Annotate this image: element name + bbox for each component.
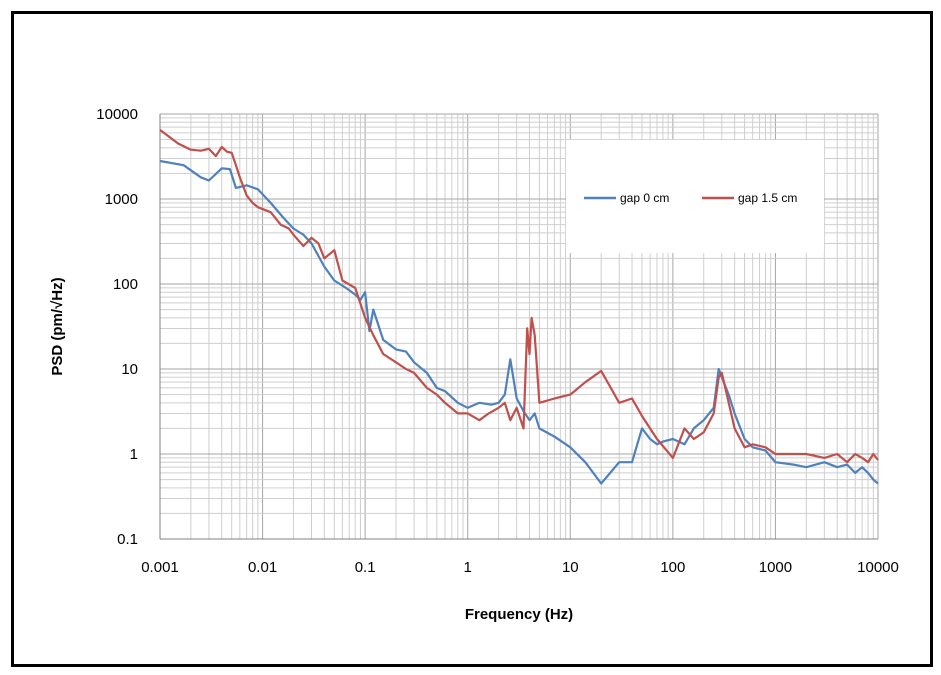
y-tick-label: 10 [121,361,138,378]
y-tick-label: 0.1 [117,531,138,548]
series-line-gap-1-5-cm [159,129,879,464]
x-axis-title: Frequency (Hz) [465,606,573,623]
legend-label: gap 0 cm [620,191,669,205]
y-axis-title: PSD (pm/√Hz) [49,277,66,375]
y-tick-label: 100 [113,276,138,293]
x-tick-label: 100 [660,559,685,576]
series-layer [159,129,879,485]
legend-label: gap 1.5 cm [738,191,797,205]
y-tick-label: 10000 [96,106,138,123]
x-tick-label: 0.1 [355,559,376,576]
y-tick-label: 1 [130,446,138,463]
legend-box [566,140,824,253]
x-tick-label: 10 [562,559,579,576]
x-tick-label: 10000 [857,559,899,576]
x-tick-label: 0.01 [248,559,277,576]
chart-frame [11,11,933,667]
x-tick-label: 1 [464,559,472,576]
y-tick-label: 1000 [105,191,138,208]
x-tick-label: 1000 [759,559,792,576]
x-tick-label: 0.001 [141,559,179,576]
legend: gap 0 cm gap 1.5 cm [584,191,797,205]
tick-labels: 0.001 0.01 0.1 1 10 100 1000 10000 0.1 1 10 100 1000… [96,106,899,576]
